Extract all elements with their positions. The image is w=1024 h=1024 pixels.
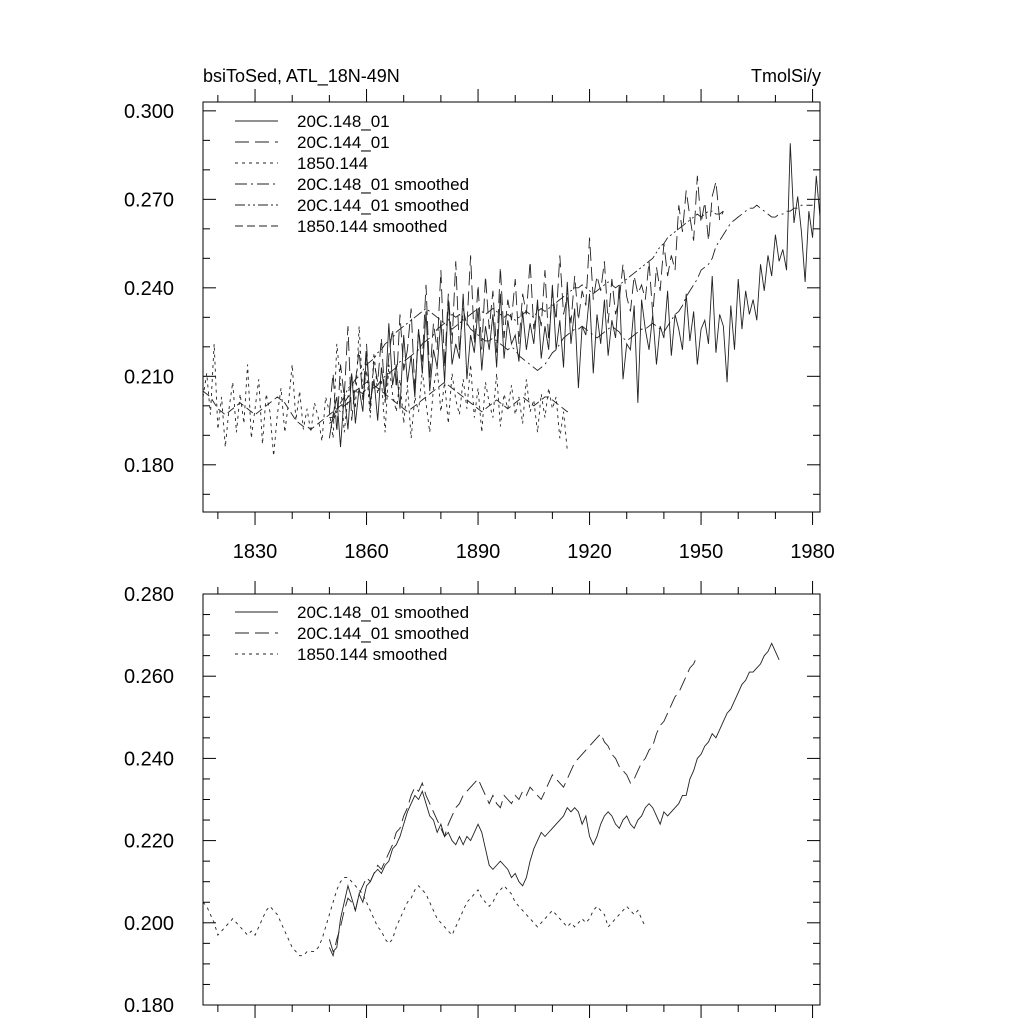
y-tick-label: 0.240 <box>124 748 174 770</box>
series-line-4 <box>329 210 724 424</box>
y-tick-label: 0.300 <box>124 101 174 123</box>
y-tick-label: 0.280 <box>124 584 174 606</box>
x-tick-label: 1920 <box>567 541 612 563</box>
series-line-1 <box>328 655 698 958</box>
top-chart: bsiToSed, ATL_18N-49N TmolSi/y 0.180 0.21… <box>124 66 835 563</box>
legend-label: 1850.144 <box>297 154 368 173</box>
y-tick-label: 0.240 <box>124 278 174 300</box>
legend-label: 20C.148_01 smoothed <box>297 175 469 194</box>
plot-frame-bottom-chart <box>202 593 821 1006</box>
plot-frame-top-chart <box>202 101 821 513</box>
y-tick-label: 0.210 <box>124 366 174 388</box>
series-line-2 <box>202 877 646 957</box>
units-label: TmolSi/y <box>751 66 821 86</box>
series-line-2 <box>202 326 568 457</box>
series-group-top-chart <box>202 143 821 457</box>
y-tick-label: 0.220 <box>124 831 174 853</box>
series-line-5 <box>202 381 572 430</box>
x-tick-label: 1830 <box>233 541 278 563</box>
x-tick-label: 1950 <box>679 541 724 563</box>
legend-bottom-chart: 20C.148_01 smoothed 20C.144_01 smoothed 18… <box>235 603 469 664</box>
legend-label: 20C.144_01 smoothed <box>297 196 469 215</box>
y-tick-label: 0.180 <box>124 455 174 477</box>
y-tick-label: 0.270 <box>124 189 174 211</box>
chart-title: bsiToSed, ATL_18N-49N <box>203 66 400 87</box>
series-line-0 <box>328 642 780 953</box>
legend-top-chart: 20C.148_01 20C.144_01 1850.144 20C.148_01 s… <box>235 112 469 236</box>
axis-ticks-top-chart: 0.180 0.210 0.240 0.270 0.300 1830 1860 1890 192… <box>124 89 835 563</box>
series-line-1 <box>328 175 724 433</box>
y-tick-label: 0.260 <box>124 666 174 688</box>
legend-label: 20C.148_01 <box>297 112 390 131</box>
x-tick-label: 1980 <box>790 541 835 563</box>
x-tick-label: 1860 <box>344 541 389 563</box>
y-tick-label: 0.200 <box>124 913 174 935</box>
axis-ticks-bottom-chart: 0.180 0.200 0.220 0.240 0.260 0.280 <box>124 581 820 1018</box>
legend-label: 1850.144 smoothed <box>297 645 447 664</box>
series-group-bottom-chart <box>202 642 780 958</box>
legend-label: 20C.144_01 smoothed <box>297 624 469 643</box>
x-tick-label: 1890 <box>456 541 501 563</box>
legend-label: 20C.144_01 <box>297 133 390 152</box>
legend-label: 20C.148_01 smoothed <box>297 603 469 622</box>
legend-label: 1850.144 smoothed <box>297 217 447 236</box>
y-tick-label: 0.180 <box>124 995 174 1017</box>
series-line-3 <box>329 204 813 419</box>
bottom-chart: 0.180 0.200 0.220 0.240 0.260 0.280 20C.148_0… <box>124 581 821 1018</box>
